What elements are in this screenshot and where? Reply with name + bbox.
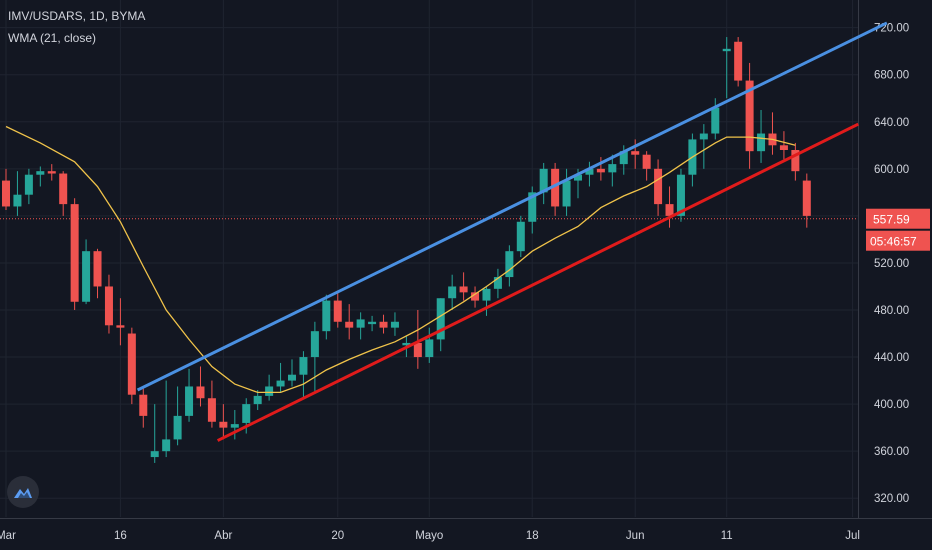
candle-body[interactable]	[551, 168, 560, 207]
candle-body[interactable]	[36, 171, 45, 175]
last-price-label: 557.59	[873, 213, 910, 227]
candle-body[interactable]	[482, 288, 491, 301]
candle-body[interactable]	[139, 394, 148, 416]
candle-body[interactable]	[413, 342, 422, 358]
candle-body[interactable]	[299, 357, 308, 375]
candle-body[interactable]	[368, 321, 377, 325]
candle-body[interactable]	[757, 133, 766, 152]
y-tick-label: 320.00	[874, 493, 909, 505]
candle-body[interactable]	[596, 168, 605, 173]
candle-body[interactable]	[287, 374, 297, 381]
candle-body[interactable]	[528, 192, 537, 222]
candle-body[interactable]	[333, 300, 342, 322]
candle-body[interactable]	[104, 286, 113, 326]
y-tick-label: 440.00	[874, 352, 909, 364]
y-tick-label: 480.00	[874, 305, 909, 317]
candle-body[interactable]	[631, 151, 640, 155]
x-tick-label: 20	[331, 530, 344, 542]
candle-body[interactable]	[356, 319, 365, 328]
x-tick-label: Jul	[845, 530, 860, 542]
upper-trendline[interactable]	[136, 21, 888, 392]
y-tick-label: 400.00	[874, 399, 909, 411]
y-tick-label: 640.00	[874, 117, 909, 129]
candle-body[interactable]	[82, 251, 91, 302]
candle-body[interactable]	[425, 339, 434, 358]
candle-body[interactable]	[310, 331, 319, 358]
candle-body[interactable]	[493, 277, 502, 289]
candle-body[interactable]	[505, 251, 514, 278]
candle-body[interactable]	[265, 386, 274, 396]
candle-body[interactable]	[1, 180, 11, 207]
indicator-legend[interactable]: WMA (21, close)	[8, 31, 97, 45]
candle-body[interactable]	[779, 145, 788, 150]
x-tick-label: 16	[114, 530, 127, 542]
y-tick-label: 520.00	[874, 258, 909, 270]
x-tick-label: 18	[526, 530, 539, 542]
candle-body[interactable]	[654, 168, 663, 205]
y-tick-label: 360.00	[874, 446, 909, 458]
candle-body[interactable]	[70, 204, 79, 302]
candle-body[interactable]	[619, 151, 628, 165]
x-tick-label: 11	[721, 530, 733, 542]
candle-body[interactable]	[722, 48, 731, 52]
candle-body[interactable]	[585, 168, 594, 175]
y-tick-label: 680.00	[874, 70, 909, 82]
candle-body[interactable]	[93, 251, 102, 287]
candle-body[interactable]	[802, 180, 811, 216]
countdown-label: 05:46:57	[870, 235, 917, 249]
candle-body[interactable]	[573, 174, 583, 181]
candle-body[interactable]	[471, 292, 480, 301]
candle-body[interactable]	[242, 404, 251, 423]
candle-body[interactable]	[516, 221, 525, 252]
tradingview-logo-icon[interactable]	[7, 476, 39, 508]
candle-body[interactable]	[13, 194, 22, 207]
candle-body[interactable]	[608, 164, 617, 173]
candle-body[interactable]	[219, 421, 228, 428]
candle-body[interactable]	[345, 321, 354, 328]
x-tick-label: Jun	[626, 530, 645, 542]
candle-body[interactable]	[207, 398, 216, 422]
candle-body[interactable]	[150, 451, 159, 458]
candle-body[interactable]	[459, 286, 468, 293]
candle-body[interactable]	[276, 380, 285, 387]
candle-body[interactable]	[402, 342, 411, 346]
candle-body[interactable]	[230, 424, 239, 428]
candle-body[interactable]	[699, 133, 708, 140]
x-tick-label: Abr	[214, 530, 232, 542]
last-price-badge	[866, 208, 930, 229]
candle-body[interactable]	[642, 154, 651, 169]
candle-body[interactable]	[196, 386, 205, 399]
candle-body[interactable]	[711, 107, 720, 134]
y-tick-label: 720.00	[874, 23, 909, 35]
candle-body[interactable]	[162, 439, 171, 452]
candle-body[interactable]	[322, 300, 331, 332]
candle-body[interactable]	[448, 286, 457, 299]
wma-line[interactable]	[5, 125, 796, 394]
candle-body[interactable]	[116, 325, 125, 328]
candle-body[interactable]	[390, 321, 399, 328]
lower-trendline[interactable]	[216, 122, 859, 442]
chart-symbol-title[interactable]: IMV/USDARS, 1D, BYMA	[8, 9, 146, 23]
candle-body[interactable]	[436, 298, 445, 340]
candle-body[interactable]	[185, 386, 194, 416]
candle-body[interactable]	[791, 150, 800, 172]
candle-body[interactable]	[379, 321, 388, 328]
candle-body[interactable]	[562, 180, 571, 207]
x-tick-label: Mar	[0, 530, 16, 542]
y-tick-label: 600.00	[874, 164, 909, 176]
candle-body[interactable]	[173, 415, 182, 440]
candle-body[interactable]	[47, 171, 56, 174]
candle-body[interactable]	[24, 174, 33, 195]
candle-body[interactable]	[665, 204, 674, 216]
candle-body[interactable]	[127, 333, 136, 395]
countdown-badge	[866, 230, 930, 251]
candle-body[interactable]	[59, 173, 68, 205]
candle-body[interactable]	[745, 80, 754, 152]
x-tick-label: Mayo	[415, 530, 443, 542]
candle-body[interactable]	[253, 395, 262, 405]
candle-body[interactable]	[676, 174, 685, 216]
candle-body[interactable]	[734, 41, 743, 81]
candle-body[interactable]	[539, 168, 548, 193]
